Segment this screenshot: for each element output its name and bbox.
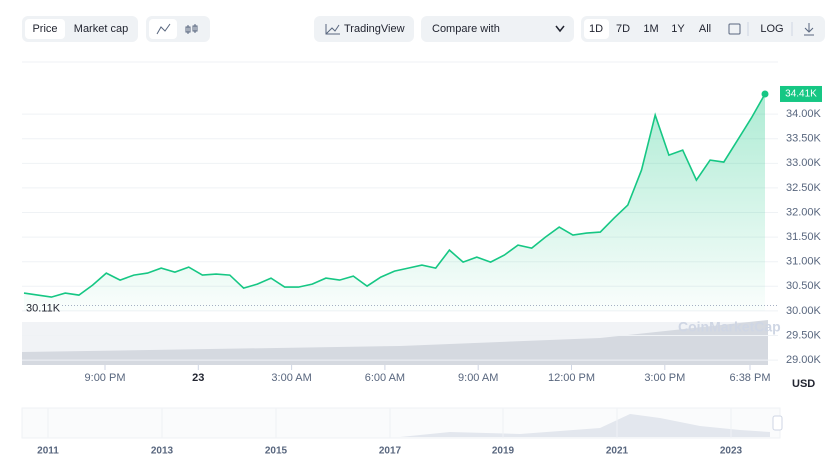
navigator-handle[interactable] [772, 415, 783, 431]
range-button[interactable]: All [699, 23, 711, 35]
range-button[interactable]: 1D [589, 23, 603, 35]
current-price-box [780, 85, 822, 102]
last-point [761, 90, 769, 98]
year-label: 2019 [492, 446, 515, 457]
x-tick-label: 3:00 AM [271, 372, 311, 384]
y-tick-label: 30.00K [786, 305, 822, 317]
currency-label: USD [792, 378, 815, 390]
tradingview-button[interactable] [314, 16, 414, 42]
range-button[interactable]: 7D [616, 23, 630, 35]
watermark: CoinMarketCap [678, 319, 781, 335]
price-button[interactable] [25, 19, 65, 39]
year-label: 2011 [37, 446, 59, 457]
compare-label: Compare with [432, 23, 500, 35]
range-active [584, 19, 609, 39]
y-tick-label: 33.50K [786, 133, 822, 145]
candle-icon[interactable] [185, 24, 198, 34]
range-group [581, 16, 825, 42]
year-label: 2021 [606, 446, 629, 457]
year-label: 2013 [151, 446, 174, 457]
line-icon [156, 23, 171, 35]
low-label: 30.11K [26, 302, 61, 314]
range-button[interactable]: 1M [643, 23, 658, 35]
x-tick-label: 9:00 PM [85, 372, 126, 384]
x-tick-label: 12:00 PM [548, 372, 595, 384]
y-tick-label: 32.50K [786, 182, 822, 194]
market-cap-label[interactable]: Market cap [74, 23, 128, 35]
x-tick-label: 3:00 PM [644, 372, 685, 384]
calendar-icon[interactable] [728, 23, 741, 35]
year-label: 2017 [379, 446, 402, 457]
y-tick-label: 29.00K [786, 354, 822, 366]
current-price-label: 34.41K [785, 89, 817, 100]
price-area [24, 94, 765, 311]
navigator-area [22, 414, 770, 437]
year-label: 2023 [720, 446, 743, 457]
y-tick-label: 34.00K [786, 108, 822, 120]
y-tick-label: 32.00K [786, 206, 822, 218]
range-button[interactable]: 1Y [671, 23, 685, 35]
x-tick-label: 6:38 PM [730, 372, 771, 384]
volume-bars [22, 320, 768, 365]
price-label: Price [32, 23, 57, 35]
y-tick-label: 31.00K [786, 256, 822, 268]
tv-icon [325, 24, 340, 35]
y-tick-label: 31.50K [786, 231, 822, 243]
x-tick-label: 23 [192, 372, 204, 384]
year-label: 2015 [265, 446, 288, 457]
y-tick-label: 30.50K [786, 280, 822, 292]
x-tick-label: 6:00 AM [365, 372, 405, 384]
y-tick-label: 29.50K [786, 329, 822, 341]
price-line [23, 93, 766, 298]
chevron [555, 25, 565, 33]
y-tick-label: 33.00K [786, 157, 822, 169]
download-icon[interactable] [804, 23, 814, 36]
x-tick-label: 9:00 AM [458, 372, 498, 384]
log-button[interactable]: LOG [760, 23, 783, 35]
compare-dropdown[interactable] [421, 16, 574, 42]
tradingview-label: TradingView [344, 23, 405, 35]
